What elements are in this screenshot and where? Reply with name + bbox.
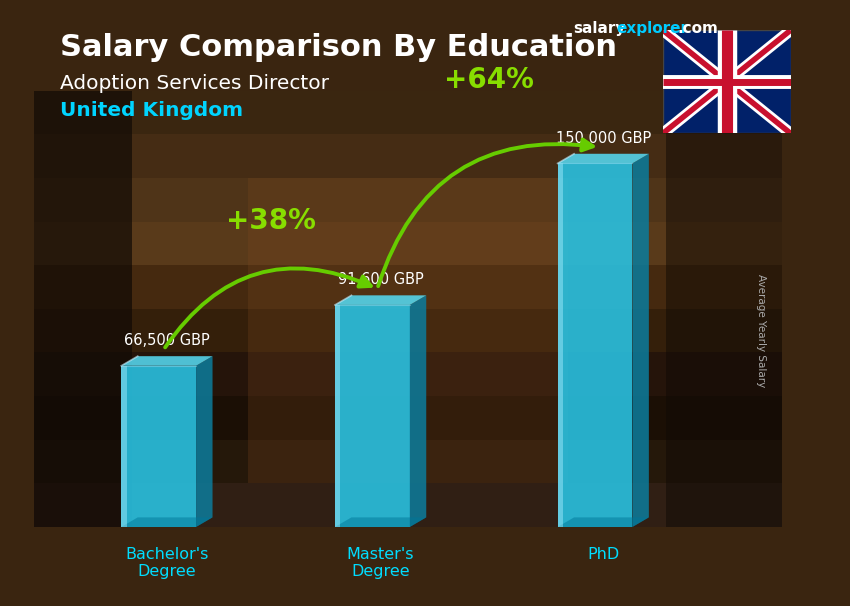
Polygon shape bbox=[558, 518, 649, 527]
Bar bbox=[34, 91, 782, 527]
Polygon shape bbox=[122, 356, 212, 366]
Text: Master's
Degree: Master's Degree bbox=[347, 547, 414, 579]
Text: +38%: +38% bbox=[225, 207, 315, 235]
Bar bbox=[34, 135, 782, 178]
Bar bbox=[34, 91, 782, 135]
Bar bbox=[34, 91, 132, 527]
Text: .com: .com bbox=[677, 21, 718, 36]
Polygon shape bbox=[196, 356, 212, 527]
Text: 66,500 GBP: 66,500 GBP bbox=[124, 333, 210, 348]
Bar bbox=[666, 91, 782, 527]
Text: Adoption Services Director: Adoption Services Director bbox=[60, 74, 328, 93]
Text: Bachelor's
Degree: Bachelor's Degree bbox=[125, 547, 208, 579]
Bar bbox=[34, 484, 782, 527]
Text: PhD: PhD bbox=[587, 547, 620, 562]
Polygon shape bbox=[122, 366, 127, 527]
Polygon shape bbox=[335, 305, 340, 527]
Text: +64%: +64% bbox=[444, 65, 534, 93]
Text: 91,600 GBP: 91,600 GBP bbox=[337, 273, 423, 287]
Bar bbox=[34, 178, 782, 222]
Bar bbox=[34, 353, 782, 396]
Bar bbox=[34, 309, 782, 353]
Polygon shape bbox=[122, 366, 196, 527]
Text: salary: salary bbox=[574, 21, 626, 36]
Text: Average Yearly Salary: Average Yearly Salary bbox=[756, 274, 766, 387]
Polygon shape bbox=[335, 305, 410, 527]
Text: United Kingdom: United Kingdom bbox=[60, 101, 242, 120]
Polygon shape bbox=[558, 154, 649, 164]
Polygon shape bbox=[335, 295, 426, 305]
Bar bbox=[247, 178, 569, 484]
Bar bbox=[34, 440, 782, 484]
Bar bbox=[34, 396, 782, 440]
Text: 150,000 GBP: 150,000 GBP bbox=[556, 131, 651, 146]
Bar bbox=[34, 265, 782, 309]
Text: Salary Comparison By Education: Salary Comparison By Education bbox=[60, 33, 616, 62]
Polygon shape bbox=[410, 295, 426, 527]
Polygon shape bbox=[558, 164, 563, 527]
Polygon shape bbox=[632, 154, 649, 527]
Polygon shape bbox=[335, 518, 426, 527]
Bar bbox=[34, 222, 782, 265]
Polygon shape bbox=[122, 518, 212, 527]
Polygon shape bbox=[558, 164, 632, 527]
Text: explorer: explorer bbox=[616, 21, 689, 36]
